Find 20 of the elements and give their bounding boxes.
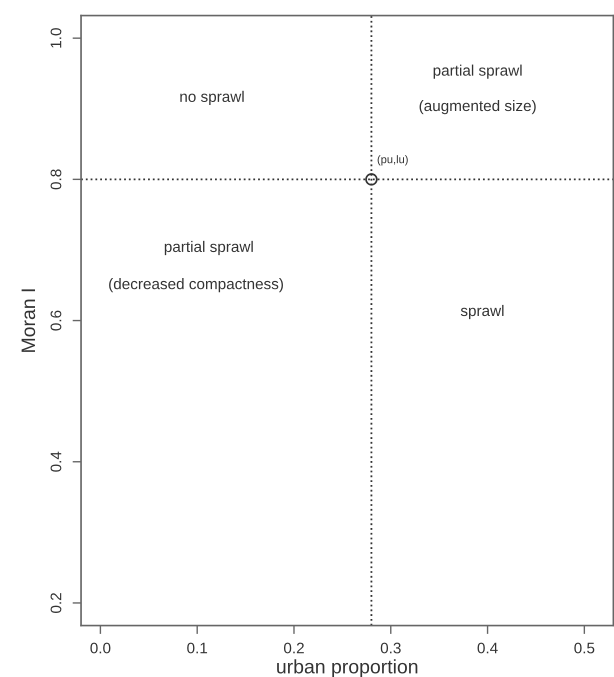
y-tick-label: 1.0 <box>50 28 62 48</box>
y-axis-title: Moran I <box>22 289 36 352</box>
x-tick-label: 0.1 <box>187 642 208 654</box>
x-axis-title: urban proportion <box>277 659 418 677</box>
annotation: no sprawl <box>180 90 244 106</box>
x-tick-label: 0.0 <box>90 642 110 654</box>
annotation: (decreased compactness) <box>109 278 283 292</box>
annotation: sprawl <box>460 304 504 320</box>
y-tick-label: 0.4 <box>50 452 62 472</box>
y-tick-label: 0.8 <box>50 169 62 190</box>
x-tick-label: 0.4 <box>478 642 498 654</box>
annotation: (pu,lu) <box>378 155 408 166</box>
y-tick-label: 0.2 <box>50 593 62 613</box>
annotation: partial sprawl <box>164 240 253 256</box>
annotation: partial sprawl <box>434 64 522 79</box>
y-tick-label: 0.6 <box>50 310 62 331</box>
annotation: (augmented size) <box>420 100 536 114</box>
x-tick-label: 0.5 <box>574 642 594 654</box>
x-tick-label: 0.2 <box>284 642 304 654</box>
x-tick-label: 0.3 <box>380 642 401 654</box>
